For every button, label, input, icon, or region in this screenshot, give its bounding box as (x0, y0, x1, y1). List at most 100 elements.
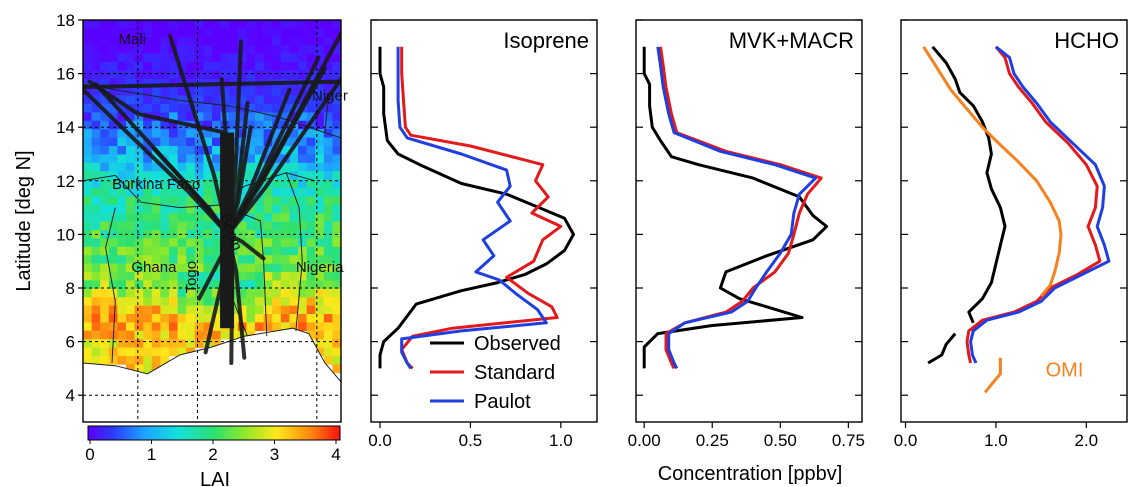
lai-cell (134, 314, 144, 323)
lai-cell (315, 120, 325, 130)
lai-cell (298, 221, 307, 231)
x-tick-label: 0.25 (696, 431, 729, 450)
lai-cell (298, 297, 307, 306)
lai-cell (117, 70, 127, 80)
lai-cell (143, 213, 153, 222)
lai-cell (177, 246, 187, 256)
lai-cell (289, 179, 299, 189)
lai-cell (134, 272, 144, 281)
lai-cell (169, 196, 178, 206)
lai-cell (246, 272, 256, 281)
lai-cell (126, 53, 135, 63)
map-y-ticks: 4 6 8 10 12 14 16 18 (56, 11, 83, 405)
lai-cell (169, 322, 178, 332)
lai-cell (194, 95, 204, 105)
lai-cell (117, 347, 127, 357)
lai-cell (306, 238, 316, 248)
lai-cell (117, 20, 127, 29)
lai-cell (203, 162, 213, 172)
lai-cell (160, 204, 170, 214)
lai-cell (263, 246, 273, 256)
lai-cell (91, 322, 101, 332)
lai-cell (143, 280, 153, 290)
lai-cell (108, 255, 118, 264)
lai-cell (100, 20, 110, 29)
lai-cell (263, 95, 273, 105)
lai-cell (186, 104, 196, 113)
lai-cell (151, 204, 161, 214)
lai-cell (220, 28, 230, 38)
lai-cell (323, 120, 333, 130)
lai-cell (83, 162, 92, 172)
lai-cell (177, 196, 187, 206)
colorbar-gradient (87, 425, 341, 441)
lai-cell (315, 213, 325, 222)
lai-cell (91, 356, 101, 365)
lai-cell (126, 45, 135, 54)
lai-cell (151, 297, 161, 306)
lai-cell (332, 356, 341, 365)
lai-cell (332, 204, 341, 214)
y-tick-label: 8 (66, 279, 75, 298)
lai-cell (186, 171, 196, 180)
lai-cell (160, 129, 170, 138)
series-line (400, 46, 563, 370)
lai-cell (298, 171, 307, 180)
y-tick-label: 10 (56, 225, 75, 244)
lai-cell (203, 297, 213, 306)
lai-cell (280, 263, 290, 273)
lai-cell (100, 272, 110, 281)
lai-cell (263, 171, 273, 180)
lai-cell (100, 221, 110, 231)
lai-cell (126, 87, 135, 96)
lai-cell (212, 280, 221, 290)
lai-cell (160, 272, 170, 281)
lai-cell (126, 272, 135, 281)
lai-cell (108, 246, 118, 256)
lai-cell (126, 154, 135, 164)
lai-cell (212, 339, 221, 348)
lai-cell (117, 53, 127, 63)
lai-cell (108, 314, 118, 323)
lai-cell (263, 45, 273, 54)
lai-cell (203, 120, 213, 130)
lai-cell (160, 36, 170, 46)
lai-cell (169, 347, 178, 357)
lai-cell (306, 137, 316, 147)
lai-cell (160, 78, 170, 88)
lai-cell (151, 196, 161, 206)
lai-cell (143, 204, 153, 214)
lai-cell (143, 188, 153, 197)
lai-cell (203, 129, 213, 138)
lai-cell (315, 263, 325, 273)
lai-cell (306, 62, 316, 71)
lai-cell (306, 288, 316, 298)
lai-cell (332, 112, 341, 122)
lai-cell (83, 78, 92, 88)
lai-cell (194, 62, 204, 71)
lai-cell (229, 112, 239, 122)
lai-cell (108, 28, 118, 38)
legend: Observed Standard Paulot (430, 333, 561, 413)
lai-cell (83, 213, 92, 222)
lai-cell (108, 36, 118, 46)
series-line (969, 45, 1111, 364)
lai-cell (83, 246, 92, 256)
lai-cell (143, 288, 153, 298)
lai-cell (306, 221, 316, 231)
lai-cell (160, 104, 170, 113)
lai-cell (306, 146, 316, 155)
panel-title: MVK+MACR (729, 28, 854, 53)
lai-cell (306, 179, 316, 189)
lai-cell (108, 162, 118, 172)
lai-cell (117, 238, 127, 248)
lai-cell (246, 314, 256, 323)
lai-cell (143, 272, 153, 281)
lai-cell (143, 70, 153, 80)
lai-cell (272, 288, 282, 298)
lai-cell (100, 230, 110, 239)
lai-cell (280, 53, 290, 63)
lai-cell (323, 272, 333, 281)
lai-cell (194, 213, 204, 222)
lai-cell (151, 171, 161, 180)
